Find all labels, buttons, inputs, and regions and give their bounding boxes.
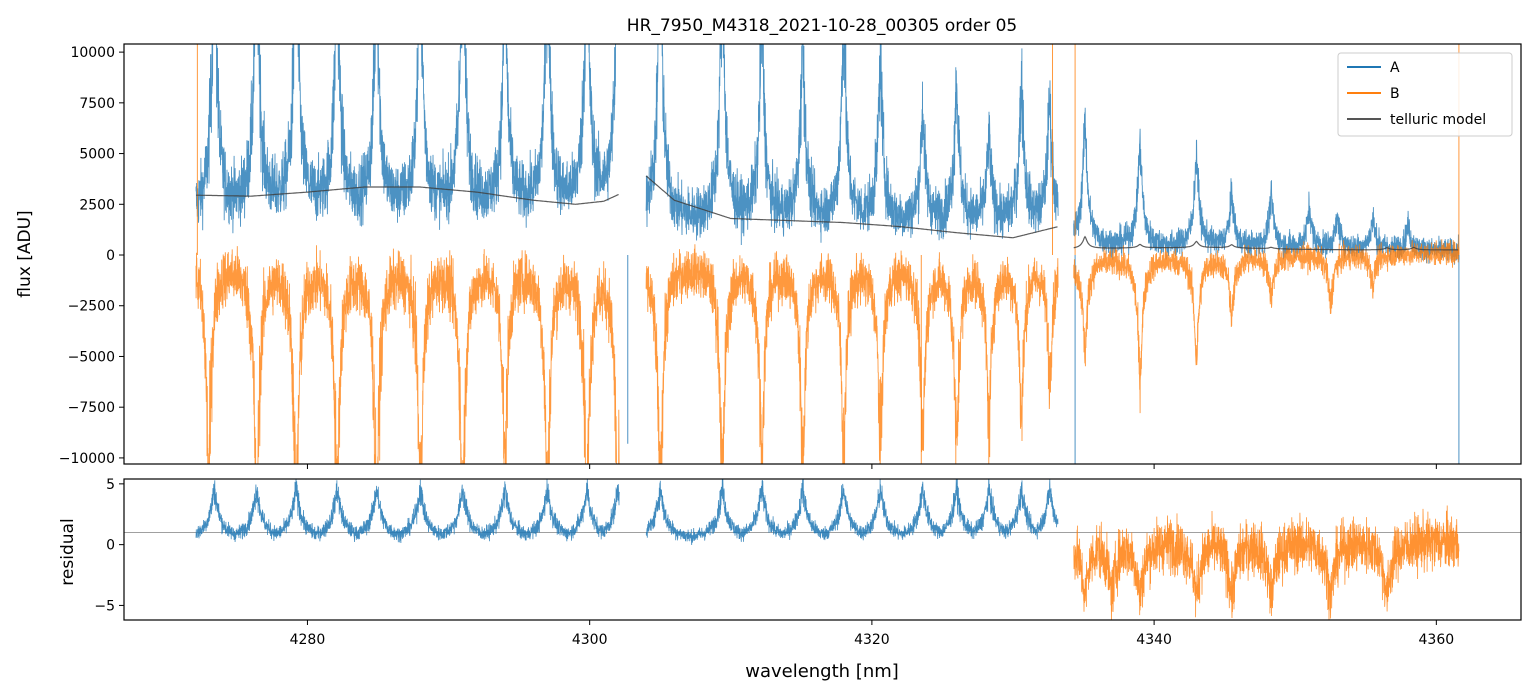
legend-label-a: A [1390, 60, 1400, 76]
residual-x-tick-label: 4300 [572, 632, 608, 648]
flux-y-tick-label: −2500 [68, 299, 115, 315]
top-axes-frame [123, 43, 1522, 465]
bottom-panel: −5 0 5 4280 4300 4320 4340 4360 residual wavel… [58, 477, 1522, 682]
residual-series-a-line [195, 479, 620, 544]
legend-label-b: B [1390, 86, 1400, 102]
flux-y-tick-label: 7500 [79, 96, 115, 112]
flux-y-tick-label: −5000 [68, 349, 115, 365]
residual-y-tick-label: 0 [106, 538, 115, 554]
series-b-line [1073, 239, 1460, 414]
x-axis-label: wavelength [nm] [745, 661, 899, 682]
chart-title: HR_7950_M4318_2021-10-28_00305 order 05 [627, 16, 1017, 36]
flux-y-axis-label: flux [ADU] [15, 210, 35, 297]
flux-y-tick-label: 2500 [79, 197, 115, 213]
series-b-line [645, 244, 1059, 464]
flux-y-tick-label: 5000 [79, 147, 115, 163]
flux-y-tick-label: 0 [106, 248, 115, 264]
residual-x-ticks: 4280 4300 4320 4340 4360 [290, 620, 1455, 648]
residual-x-tick-label: 4340 [1136, 632, 1172, 648]
series-b-line [195, 245, 620, 464]
flux-x-ticks [306, 464, 1437, 469]
flux-y-tick-label: −7500 [68, 400, 115, 416]
series-a-line [195, 44, 617, 234]
residual-series-a-line [645, 479, 1059, 546]
flux-y-tick-label: −10000 [59, 451, 115, 467]
top-panel: −10000−7500−5000−2500025005000750010000 … [15, 43, 1522, 469]
residual-series-b-line [1073, 505, 1460, 620]
residual-y-tick-label: 5 [106, 477, 115, 493]
series-a-line [645, 44, 1059, 246]
residual-plot-area [124, 479, 1521, 620]
flux-y-tick-label: 10000 [70, 45, 115, 61]
residual-y-axis-label: residual [58, 518, 78, 585]
legend: A B telluric model [1337, 52, 1513, 137]
legend-label-telluric: telluric model [1390, 112, 1486, 128]
telluric-model-line [645, 175, 1058, 239]
series-a-line [1073, 107, 1460, 265]
legend-frame [1337, 52, 1513, 137]
bottom-axes-frame [123, 478, 1522, 621]
telluric-model-line [196, 186, 619, 205]
residual-x-tick-label: 4320 [854, 632, 890, 648]
residual-x-tick-label: 4360 [1419, 632, 1455, 648]
residual-x-tick-label: 4280 [290, 632, 326, 648]
flux-y-ticks: −10000 −7500 −5000 −2500 0 2500 5000 7500 10000 [59, 45, 124, 467]
residual-y-tick-label: −5 [94, 598, 115, 614]
residual-y-ticks: −5 0 5 [94, 477, 124, 614]
telluric-model-line [1073, 235, 1459, 251]
